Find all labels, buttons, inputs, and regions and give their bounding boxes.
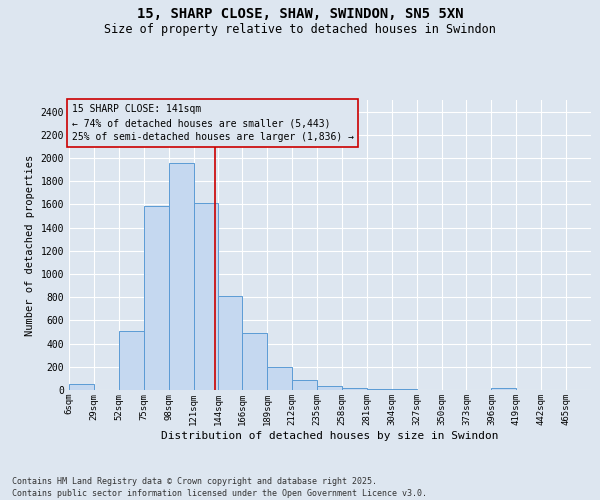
Text: Size of property relative to detached houses in Swindon: Size of property relative to detached ho… <box>104 22 496 36</box>
Bar <box>194 203 218 390</box>
Bar <box>242 333 267 390</box>
Bar <box>342 388 367 390</box>
Text: 15 SHARP CLOSE: 141sqm
← 74% of detached houses are smaller (5,443)
25% of semi-: 15 SHARP CLOSE: 141sqm ← 74% of detached… <box>71 104 353 142</box>
Bar <box>267 367 292 390</box>
X-axis label: Distribution of detached houses by size in Swindon: Distribution of detached houses by size … <box>161 430 499 440</box>
Text: Contains HM Land Registry data © Crown copyright and database right 2025.
Contai: Contains HM Land Registry data © Crown c… <box>12 476 427 498</box>
Bar <box>292 380 317 390</box>
Text: 15, SHARP CLOSE, SHAW, SWINDON, SN5 5XN: 15, SHARP CLOSE, SHAW, SWINDON, SN5 5XN <box>137 8 463 22</box>
Bar <box>491 388 516 390</box>
Y-axis label: Number of detached properties: Number of detached properties <box>25 154 35 336</box>
Bar <box>69 384 94 390</box>
Bar <box>218 296 242 390</box>
Bar <box>119 331 144 390</box>
Bar <box>317 386 342 390</box>
Bar <box>367 389 392 390</box>
Bar <box>169 162 194 390</box>
Bar <box>144 206 169 390</box>
